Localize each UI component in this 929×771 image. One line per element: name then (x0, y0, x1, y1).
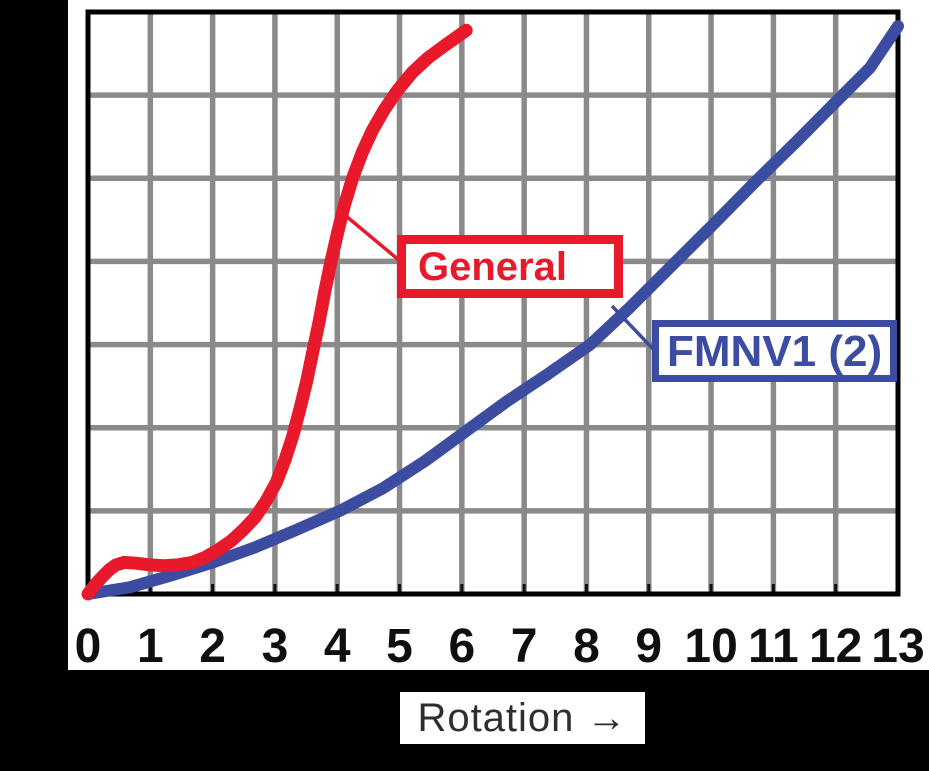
plot-border (85, 9, 901, 597)
x-tick-label-6: 6 (448, 620, 475, 673)
x-tick-label-12: 12 (809, 620, 862, 673)
x-tick-label-4: 4 (324, 620, 351, 673)
x-axis-label: Rotation → (417, 695, 628, 740)
x-axis-label-box: Rotation → (400, 692, 645, 744)
annotation-label-general: General (418, 245, 567, 289)
x-tick-label-5: 5 (386, 620, 413, 673)
x-tick-label-3: 3 (262, 620, 289, 673)
x-tick-label-0: 0 (75, 620, 102, 673)
annotation-box-general (397, 235, 623, 298)
series-curve-fmnv1-2 (82, 20, 904, 600)
annotation-leader-general (344, 214, 402, 263)
x-tick-label-1: 1 (137, 620, 164, 673)
series-curve-general (81, 23, 473, 601)
x-tick-label-8: 8 (573, 620, 600, 673)
annotation-box-fmnv1 (652, 320, 897, 382)
annotation-leader-fmnv1 (610, 304, 656, 352)
x-tick-label-9: 9 (635, 620, 662, 673)
x-tick-label-7: 7 (511, 620, 538, 673)
x-tick-label-13: 13 (871, 620, 924, 673)
x-tick-label-2: 2 (199, 620, 226, 673)
x-tick-label-10: 10 (684, 620, 737, 673)
annotation-label-fmnv1: FMNV1 (2) (667, 327, 882, 376)
x-tick-label-11: 11 (748, 620, 799, 673)
